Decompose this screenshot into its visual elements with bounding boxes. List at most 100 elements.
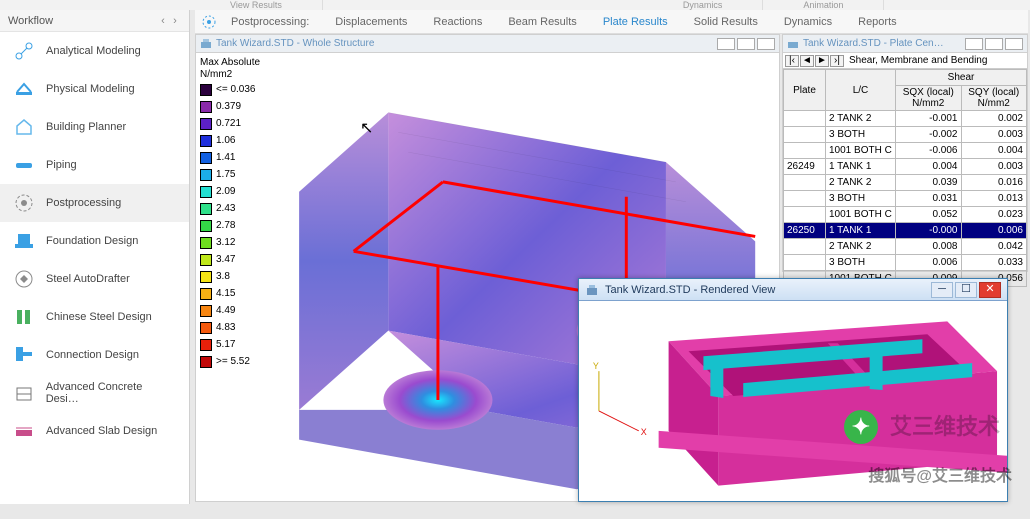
sidebar-item-building[interactable]: Building Planner [0, 108, 189, 146]
physical-icon [12, 77, 36, 101]
minimize-button[interactable] [717, 38, 735, 50]
table-row[interactable]: 2 TANK 2-0.0010.002 [784, 111, 1027, 127]
legend-units: N/mm2 [200, 69, 260, 80]
tab-reports[interactable]: Reports [858, 16, 897, 28]
close-button[interactable] [757, 38, 775, 50]
top-tab: Animation [763, 0, 884, 10]
col-sqy: SQY (local) N/mm2 [961, 86, 1027, 111]
sidebar-item-advconc[interactable]: Advanced Concrete Desi… [0, 374, 189, 412]
legend-swatch [200, 220, 212, 232]
workflow-label: Workflow [8, 15, 157, 27]
legend-swatch [200, 101, 212, 113]
sidebar-item-autodraft[interactable]: Steel AutoDrafter [0, 260, 189, 298]
prev-button[interactable]: ◄ [800, 55, 814, 67]
tab-displacements[interactable]: Displacements [335, 16, 407, 28]
legend-row: 0.721 [200, 115, 260, 132]
maximize-button[interactable] [985, 38, 1003, 50]
sidebar-item-label: Building Planner [46, 121, 126, 133]
results-table[interactable]: Plate L/C Shear SQX (local) N/mm2 SQY (l… [783, 69, 1027, 287]
sidebar-item-label: Connection Design [46, 349, 139, 361]
legend-row: 3.12 [200, 234, 260, 251]
minimize-button[interactable] [965, 38, 983, 50]
plate-center-window: Tank Wizard.STD - Plate Cen… |‹ ◄ ► ›| S… [782, 34, 1028, 272]
legend-swatch [200, 84, 212, 96]
piping-icon [12, 153, 36, 177]
sidebar-item-advslab[interactable]: Advanced Slab Design [0, 412, 189, 450]
table-row[interactable]: 2 TANK 20.0080.042 [784, 239, 1027, 255]
tab-solid-results[interactable]: Solid Results [694, 16, 758, 28]
window-titlebar: Tank Wizard.STD - Plate Cen… [783, 35, 1027, 53]
postproc-icon [12, 191, 36, 215]
app-icon [585, 283, 599, 297]
legend-row: 4.49 [200, 302, 260, 319]
window-title: Tank Wizard.STD - Plate Cen… [803, 38, 944, 49]
sidebar-item-label: Chinese Steel Design [46, 311, 152, 323]
legend-swatch [200, 118, 212, 130]
tab-beam-results[interactable]: Beam Results [508, 16, 576, 28]
legend-swatch [200, 322, 212, 334]
table-row[interactable]: 3 BOTH0.0060.033 [784, 255, 1027, 271]
legend-row: 2.43 [200, 200, 260, 217]
maximize-button[interactable] [737, 38, 755, 50]
top-tab: Dynamics [643, 0, 764, 10]
table-row[interactable]: 3 BOTH0.0310.013 [784, 191, 1027, 207]
legend-swatch [200, 305, 212, 317]
sidebar-item-label: Physical Modeling [46, 83, 135, 95]
table-row[interactable]: 1001 BOTH C0.0520.023 [784, 207, 1027, 223]
legend-value: 1.75 [216, 169, 235, 180]
rendered-view-window[interactable]: Tank Wizard.STD - Rendered View ─ ☐ ✕ X … [578, 278, 1008, 502]
window-titlebar: Tank Wizard.STD - Whole Structure [196, 35, 779, 53]
result-tabbar: Postprocessing: DisplacementsReactionsBe… [195, 10, 1028, 34]
close-button[interactable] [1005, 38, 1023, 50]
legend-value: 4.49 [216, 305, 235, 316]
legend-value: 0.721 [216, 118, 241, 129]
sidebar-item-label: Advanced Concrete Desi… [46, 381, 177, 405]
app-icon [787, 38, 799, 50]
sidebar-item-label: Advanced Slab Design [46, 425, 157, 437]
window-titlebar[interactable]: Tank Wizard.STD - Rendered View ─ ☐ ✕ [579, 279, 1007, 301]
advconc-icon [12, 381, 36, 405]
sidebar-item-foundation[interactable]: Foundation Design [0, 222, 189, 260]
table-row[interactable]: 1001 BOTH C-0.0060.004 [784, 143, 1027, 159]
table-row[interactable]: 262491 TANK 10.0040.003 [784, 159, 1027, 175]
table-row[interactable]: 2 TANK 20.0390.016 [784, 175, 1027, 191]
legend-row: 2.09 [200, 183, 260, 200]
legend-row: 4.15 [200, 285, 260, 302]
legend-row: <= 0.036 [200, 81, 260, 98]
chevron-right-icon[interactable]: › [169, 15, 181, 27]
close-button[interactable]: ✕ [979, 282, 1001, 298]
tab-dynamics[interactable]: Dynamics [784, 16, 832, 28]
legend-swatch [200, 203, 212, 215]
analytical-icon [12, 39, 36, 63]
tab-plate-results[interactable]: Plate Results [603, 16, 668, 28]
sidebar-item-chinese[interactable]: Chinese Steel Design [0, 298, 189, 336]
top-tabs: View Results Dynamics Animation [0, 0, 1030, 10]
sidebar-item-connection[interactable]: Connection Design [0, 336, 189, 374]
foundation-icon [12, 229, 36, 253]
sidebar-item-analytical[interactable]: Analytical Modeling [0, 32, 189, 70]
col-sqx: SQX (local) N/mm2 [896, 86, 962, 111]
chevron-left-icon[interactable]: ‹ [157, 15, 169, 27]
legend-row: 2.78 [200, 217, 260, 234]
legend-title: Max Absolute [200, 57, 260, 68]
maximize-button[interactable]: ☐ [955, 282, 977, 298]
tab-reactions[interactable]: Reactions [433, 16, 482, 28]
rendered-view[interactable]: X Y [579, 301, 1007, 501]
next-button[interactable]: ► [815, 55, 829, 67]
legend-value: 3.12 [216, 237, 235, 248]
table-caption: Shear, Membrane and Bending [849, 55, 987, 66]
sidebar-item-postproc[interactable]: Postprocessing [0, 184, 189, 222]
sidebar-item-piping[interactable]: Piping [0, 146, 189, 184]
table-row[interactable]: 262501 TANK 1-0.0000.006 [784, 223, 1027, 239]
last-button[interactable]: ›| [830, 55, 844, 67]
minimize-button[interactable]: ─ [931, 282, 953, 298]
col-lc: L/C [826, 70, 896, 111]
first-button[interactable]: |‹ [785, 55, 799, 67]
legend-value: 3.47 [216, 254, 235, 265]
table-row[interactable]: 3 BOTH-0.0020.003 [784, 127, 1027, 143]
sidebar-item-physical[interactable]: Physical Modeling [0, 70, 189, 108]
col-plate: Plate [784, 70, 826, 111]
chinese-icon [12, 305, 36, 329]
workflow-header: Workflow ‹ › [0, 10, 189, 32]
autodraft-icon [12, 267, 36, 291]
